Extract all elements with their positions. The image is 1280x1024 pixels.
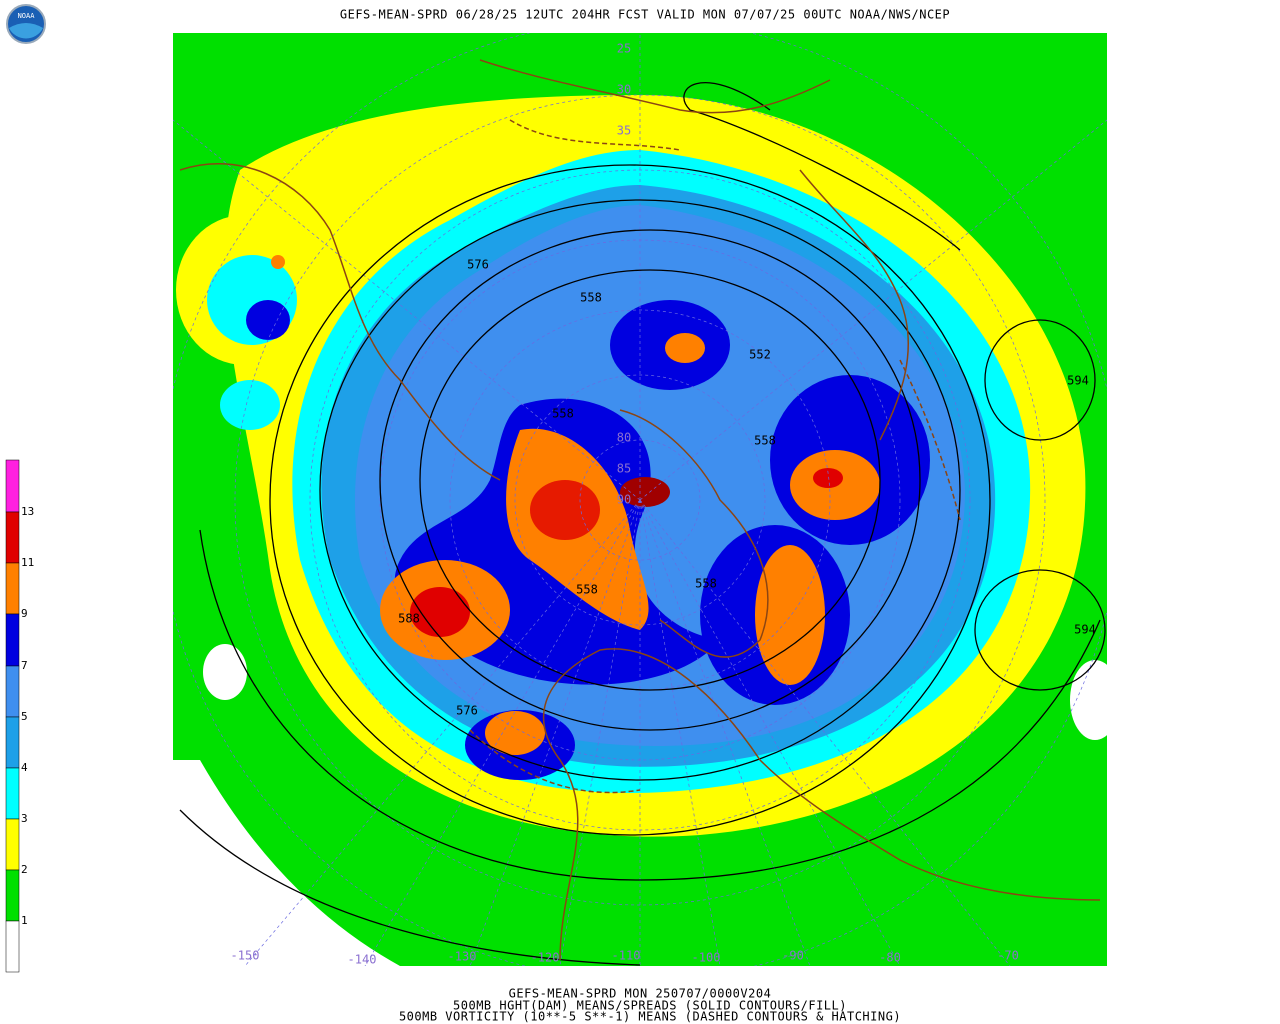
contour-label: 576 [456,704,478,718]
colorbar-label: 13 [21,505,34,518]
contour-label: 558 [695,577,717,591]
latitude-label: 85 [617,462,631,476]
colorbar-label: 9 [21,607,28,620]
contour-label: 594 [1067,374,1089,388]
contour-label: 558 [576,583,598,597]
colorbar-label: 11 [21,556,34,569]
colorbar-label: 5 [21,710,28,723]
latitude-label: 30 [617,83,631,97]
longitude-label: -90 [782,949,804,963]
colorbar-label: 2 [21,863,28,876]
longitude-label: -150 [231,949,260,963]
latitude-label: 80 [617,431,631,445]
longitude-label: -100 [692,951,721,965]
noaa-logo: NOAA [6,4,46,44]
longitude-label: -120 [531,951,560,965]
colorbar-label: 4 [21,761,28,774]
logo-text: NOAA [18,12,36,20]
footer-line: GEFS-MEAN-SPRD MON 250707/0000V204 [509,987,772,1001]
latitude-label: 90 [617,493,631,507]
longitude-label: -110 [612,949,641,963]
longitude-label: -80 [879,951,901,965]
latitude-label: 25 [617,42,631,56]
contour-label: 558 [552,407,574,421]
longitude-label: -70 [997,949,1019,963]
longitude-label: -140 [348,953,377,967]
colorbar-label: 3 [21,812,28,825]
contour-label: 558 [754,434,776,448]
contour-label: 558 [580,291,602,305]
colorbar [5,459,20,973]
longitude-label: -130 [448,950,477,964]
footer-line: 500MB VORTICITY (10**-5 S**-1) MEANS (DA… [399,1010,901,1024]
latitude-label: 35 [617,124,631,138]
contour-label: 588 [398,612,420,626]
colorbar-label: 7 [21,659,28,672]
map [173,33,1107,966]
contour-label: 594 [1074,623,1096,637]
colorbar-label: 1 [21,914,28,927]
title: GEFS-MEAN-SPRD 06/28/25 12UTC 204HR FCST… [340,8,950,22]
contour-label: 552 [749,348,771,362]
footer-line: 500MB HGHT(DAM) MEANS/SPREADS (SOLID CON… [453,999,847,1013]
contour-label: 576 [467,258,489,272]
